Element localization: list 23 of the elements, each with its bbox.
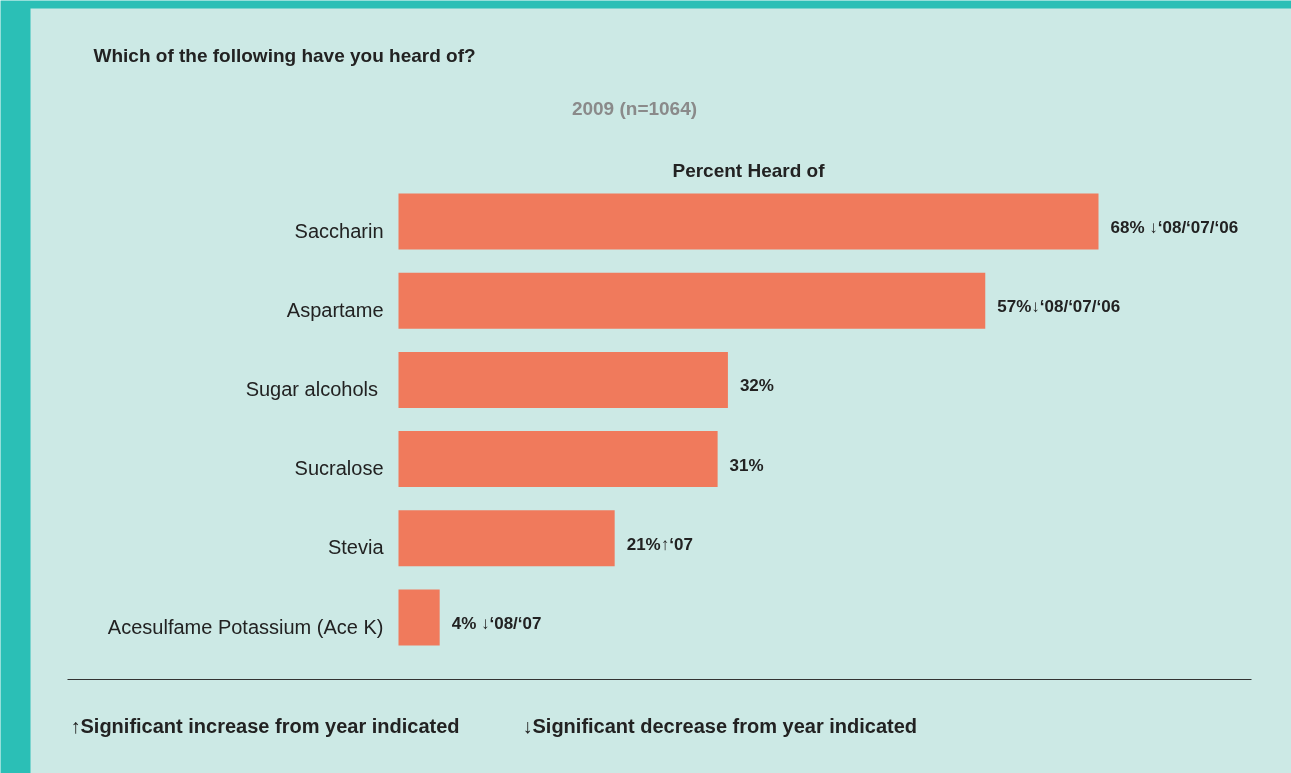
data-label: 32%	[739, 376, 774, 396]
data-label: 21%↑‘07	[626, 534, 693, 554]
bar	[398, 510, 615, 567]
text: ↑Significant increase from year indicated	[70, 714, 460, 737]
y-tick-label: Aspartame	[286, 298, 384, 321]
bar	[398, 193, 1099, 250]
y-tick-label: Sugar alcohols	[245, 377, 378, 400]
bar	[398, 272, 986, 329]
y-tick-label: Saccharin	[294, 219, 384, 242]
bar	[398, 351, 728, 408]
chart-title: Which of the following have you heard of?	[93, 45, 476, 66]
chart-subtitle: 2009 (n=1064)	[571, 98, 698, 119]
y-tick-label: Stevia	[327, 536, 385, 559]
data-label: 4% ↓‘08/‘07	[451, 614, 542, 633]
y-tick-label: Sucralose	[294, 457, 384, 480]
y-tick-label: Acesulfame Potassium (Ace K)	[107, 615, 384, 638]
data-label: 31%	[729, 455, 764, 475]
text: ↓Significant decrease from year indicated	[522, 714, 918, 737]
bar	[398, 589, 440, 646]
bar	[398, 431, 718, 488]
data-label: 68% ↓‘08/‘07/‘06	[1110, 218, 1239, 237]
x-axis-title: Percent Heard of	[672, 160, 826, 181]
data-label: 57%↓‘08/‘07/‘06	[997, 297, 1121, 317]
